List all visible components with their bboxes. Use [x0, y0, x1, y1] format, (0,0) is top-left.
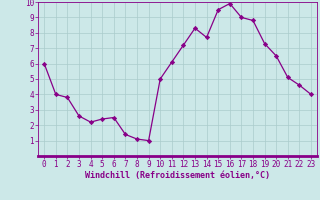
X-axis label: Windchill (Refroidissement éolien,°C): Windchill (Refroidissement éolien,°C) [85, 171, 270, 180]
